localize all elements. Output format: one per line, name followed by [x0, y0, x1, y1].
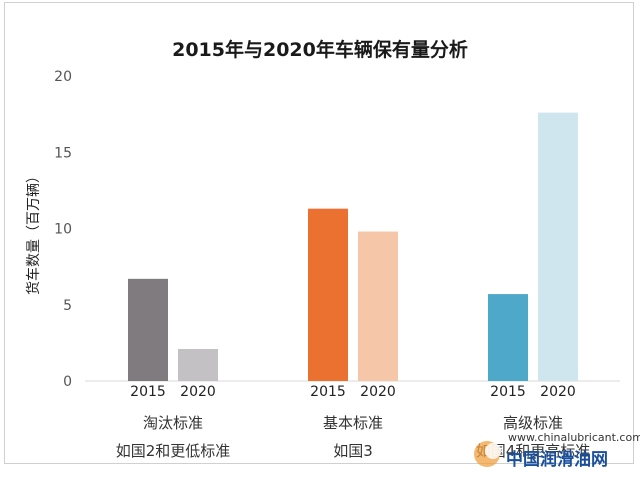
y-tick-label: 20: [54, 69, 72, 85]
x-tick-label: 2020: [540, 384, 576, 400]
group-sublabel: 如国2和更低标准: [116, 442, 231, 460]
y-tick-label: 5: [63, 298, 72, 314]
bar-3-2020: [538, 112, 578, 381]
x-tick-label: 2015: [130, 384, 166, 400]
watermark-url: www.chinalubricant.com: [508, 431, 640, 444]
watermark: www.chinalubricant.com 中国润滑油网: [474, 431, 640, 470]
bar-1-2020: [178, 348, 218, 381]
x-tick-label: 2020: [360, 384, 396, 400]
group-sublabel: 如国4和更高标准: [476, 442, 591, 460]
group-label: 基本标准: [323, 414, 383, 432]
group-label: 高级标准: [503, 414, 563, 432]
bar-2-2015: [308, 208, 348, 381]
chart-frame: [4, 2, 634, 464]
watermark-name: 中国润滑油网: [506, 449, 608, 470]
watermark-logo-highlight-icon: [485, 443, 501, 459]
x-tick-label: 2015: [310, 384, 346, 400]
group-label: 淘汰标准: [143, 414, 203, 432]
bars: [128, 112, 578, 381]
group-sublabel: 如国3: [333, 442, 373, 460]
y-tick-label: 0: [63, 374, 72, 390]
bar-2-2020: [358, 231, 398, 381]
x-tick-label: 2015: [490, 384, 526, 400]
x-tick-label: 2020: [180, 384, 216, 400]
bar-3-2015: [488, 294, 528, 381]
y-axis-ticks: 0 5 10 15 20: [54, 69, 72, 390]
y-tick-label: 10: [54, 222, 72, 238]
bar-1-2015: [128, 278, 168, 381]
y-axis-label: 货车数量（百万辆）: [25, 169, 42, 295]
y-tick-label: 15: [54, 145, 72, 161]
chart-title: 2015年与2020年车辆保有量分析: [172, 38, 468, 61]
